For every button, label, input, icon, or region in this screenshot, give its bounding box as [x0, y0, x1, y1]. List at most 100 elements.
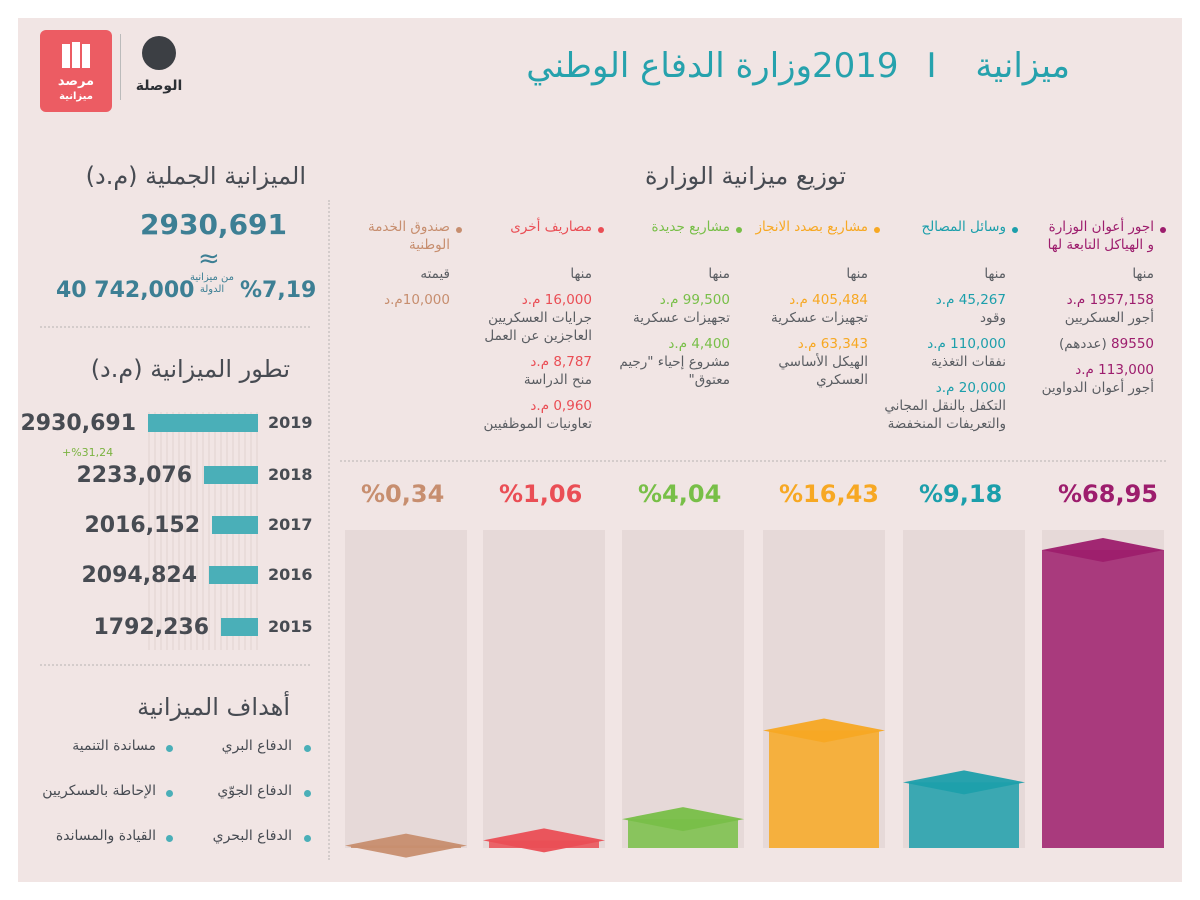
column-title-line: صندوق الخدمة — [367, 219, 450, 235]
goal-item: الدفاع البحري — [212, 828, 292, 844]
total-budget-value: 2930,691 — [140, 208, 288, 241]
bullet-icon — [874, 227, 880, 233]
detail-value: 89550 (عددهم) — [1058, 336, 1154, 352]
goals-title: أهداف الميزانية — [137, 693, 290, 721]
evolution-bar — [212, 516, 258, 534]
detail-desc: نفقات التغذية — [930, 354, 1006, 370]
detail-value: 110,000 م.د — [927, 336, 1006, 352]
column-percentage: %9,18 — [919, 480, 1003, 508]
column-label: منها — [984, 266, 1006, 282]
evolution-year-label: 2015 — [268, 617, 313, 636]
detail-item: 110,000 م.د نفقات التغذية — [876, 335, 1006, 371]
column-title-line: مشاريع بصدد الانجاز — [755, 219, 868, 235]
column-title-line: مشاريع جديدة — [651, 219, 731, 235]
detail-desc: منح الدراسة — [523, 372, 592, 388]
column-label: منها — [846, 266, 868, 282]
bullet-icon — [456, 227, 462, 233]
column-title: مصاريف أخرى — [464, 218, 592, 236]
detail-item: 405,484 م.د تجهيزات عسكرية — [738, 291, 868, 327]
detail-value: 0,960 م.د — [530, 398, 592, 414]
detail-item: 16,000 م.د جرايات العسكريين العاجزين عن ا… — [462, 291, 592, 345]
evolution-bar — [221, 618, 258, 636]
alwasla-logo: الوصلة — [128, 32, 190, 104]
detail-desc: تجهيزات عسكرية — [633, 310, 730, 326]
detail-value: 405,484 م.د — [789, 292, 868, 308]
detail-value: 10,000م.د — [384, 292, 450, 308]
detail-item: 1957,158 م.د أجور العسكريين — [1024, 291, 1154, 327]
column-value-top — [903, 770, 1025, 795]
bullet-icon — [166, 790, 173, 797]
goal-item: الدفاع البري — [221, 738, 292, 754]
detail-desc: أجور العسكريين — [1064, 310, 1154, 326]
title-separator: I — [926, 46, 937, 86]
column-title: وسائل المصالح — [878, 218, 1006, 236]
evolution-year-label: 2018 — [268, 465, 313, 484]
detail-item: 113,000 م.د أجور أعوان الدواوين — [1024, 361, 1154, 397]
approx-symbol: ≈ — [198, 244, 220, 274]
evolution-bar — [204, 466, 258, 484]
state-budget-value: 40 742,000 — [56, 278, 195, 303]
detail-desc: تعاونيات الموظفيين — [483, 416, 593, 432]
column-title-line: وسائل المصالح — [921, 219, 1006, 235]
detail-desc: وقود — [980, 310, 1006, 326]
column-details: منها 45,267 م.د وقود 110,000 م.د نفقات التغذ… — [876, 265, 1006, 441]
divider — [40, 664, 310, 666]
column-title: صندوق الخدمة الوطنية — [322, 218, 450, 254]
column-percentage: %1,06 — [499, 480, 583, 508]
column-value-top — [622, 807, 744, 832]
detail-value: 63,343 م.د — [797, 336, 868, 352]
evolution-year-label: 2017 — [268, 515, 313, 534]
column-label: منها — [570, 266, 592, 282]
column-glass — [903, 530, 1025, 848]
detail-value: 20,000 م.د — [935, 380, 1006, 396]
column-percentage: %68,95 — [1058, 480, 1158, 508]
logo-divider — [120, 34, 121, 100]
column-details: منها 1957,158 م.د أجور العسكريين 89550 (عدد… — [1024, 265, 1154, 405]
state-share-note: من ميزانية الدولة — [190, 272, 234, 295]
total-budget-title: الميزانية الجملية (م.د) — [85, 162, 306, 190]
column-title-line: اجور أعوان الوزارة — [1048, 219, 1154, 235]
column-title: مشاريع جديدة — [602, 218, 731, 236]
column-value-top — [1042, 538, 1164, 562]
growth-note: +%31,24 — [62, 446, 114, 459]
evolution-bar — [148, 414, 258, 432]
evolution-value-label: 2094,824 — [81, 563, 197, 588]
goal-item: القيادة والمساندة — [55, 828, 156, 844]
detail-item: 8,787 م.د منح الدراسة — [462, 353, 592, 389]
marsad-logo-line2: ميزانية — [59, 91, 93, 102]
bullet-icon — [304, 835, 311, 842]
evolution-bar — [209, 566, 258, 584]
column-title: مشاريع بصدد الانجاز — [740, 218, 868, 236]
detail-item: 10,000م.د — [320, 291, 450, 309]
goal-item: الإحاطة بالعسكريين — [42, 783, 156, 799]
bullet-icon — [1160, 227, 1166, 233]
divider — [40, 326, 310, 328]
column-value-top — [763, 718, 885, 743]
detail-desc: تجهيزات عسكرية — [771, 310, 868, 326]
evolution-value-label: 2930,691 — [20, 411, 136, 436]
column-value-bar — [769, 730, 879, 848]
detail-desc: جرايات العسكريين العاجزين عن العمل — [484, 310, 592, 344]
detail-value: 113,000 م.د — [1075, 362, 1154, 378]
column-glass — [345, 530, 467, 848]
column-title-line: الوطنية — [409, 237, 450, 253]
detail-value: 45,267 م.د — [935, 292, 1006, 308]
detail-item: 89550 (عددهم) — [1024, 335, 1154, 353]
evolution-value-label: 1792,236 — [93, 615, 209, 640]
evolution-year-label: 2019 — [268, 413, 313, 432]
evolution-value-label: 2233,076 — [76, 463, 192, 488]
distribution-title: توزيع ميزانية الوزارة — [645, 162, 846, 190]
detail-item: 63,343 م.د الهيكل الأساسي العسكري — [738, 335, 868, 389]
bullet-icon — [166, 835, 173, 842]
bullet-icon — [304, 745, 311, 752]
column-label: منها — [1132, 266, 1154, 282]
detail-desc: أجور أعوان الدواوين — [1041, 380, 1154, 396]
detail-value: 99,500 م.د — [659, 292, 730, 308]
column-value-top — [483, 828, 605, 853]
detail-desc: التكفل بالنقل المجاني والتعريفات المنخفض… — [884, 398, 1006, 432]
detail-value: 4,400 م.د — [668, 336, 730, 352]
compass-icon — [142, 36, 176, 70]
detail-value: 8,787 م.د — [530, 354, 592, 370]
column-details: منها 16,000 م.د جرايات العسكريين العاجزين … — [462, 265, 593, 441]
